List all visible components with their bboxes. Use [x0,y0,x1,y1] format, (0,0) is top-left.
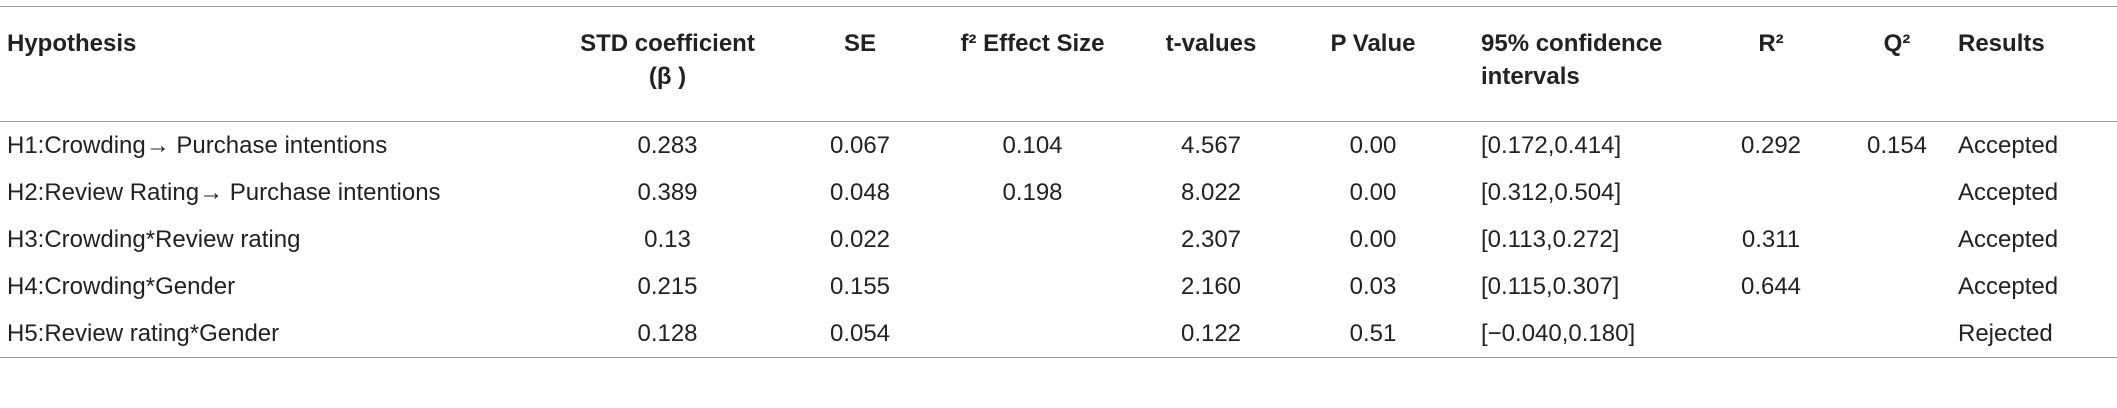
table-cell: Accepted [1958,225,2059,253]
table-cell: 0.644 [1740,272,1802,300]
table-cell: 0.389 [637,178,698,206]
table-row: H4:Crowding*Gender 0.215 0.155 2.160 0.03 [0.… [0,263,2117,310]
table-cell: 0.022 [829,225,891,253]
table-cell: 2.160 [1180,272,1242,300]
table-cell: 0.00 [1349,178,1397,206]
column-header: f² Effect Size [945,6,1120,122]
table-cell: [0.172,0.414] [1481,131,1622,159]
column-header: 95% confidence intervals [1444,6,1700,122]
column-header: STD coefficient (β ) [560,6,775,122]
table-cell: 0.155 [829,272,891,300]
column-header: P Value [1302,6,1444,122]
header-row: Hypothesis STD coefficient (β ) SE f² Effec… [0,6,2117,122]
table-cell: 0.51 [1302,310,1444,358]
table-cell: [0.113,0.272] [1481,225,1620,253]
table-cell: 0.198 [1002,178,1063,206]
table-cell: 0.048 [829,178,891,206]
table-cell: 0.292 [1740,131,1802,159]
table-row: H1:Crowding→ Purchase intentions 0.283 0.0… [0,122,2117,170]
table-row: H5:Review rating*Gender 0.128 0.054 0.122 0.… [0,310,2117,358]
table-cell: 0.311 [1741,225,1801,253]
table-cell: 0.067 [829,131,891,159]
table-cell: Accepted [1958,272,2059,300]
table-header: Hypothesis STD coefficient (β ) SE f² Effec… [0,6,2117,122]
table-cell: Accepted [1958,178,2059,206]
table-cell [1842,263,1952,310]
table-cell: H2:Review Rating→ Purchase intentions [7,178,441,206]
table-cell: 0.00 [1349,131,1397,159]
table-cell: 0.122 [1120,310,1302,358]
table-cell: Accepted [1958,131,2059,159]
table-cell [945,216,1120,263]
table-cell: [−0.040,0.180] [1444,310,1700,358]
column-header: Hypothesis [0,6,560,122]
table-cell: 0.03 [1349,272,1397,300]
column-header: SE [775,6,945,122]
results-table: Hypothesis STD coefficient (β ) SE f² Effec… [0,6,2117,358]
table-body: H1:Crowding→ Purchase intentions 0.283 0.0… [0,122,2117,358]
table-cell: 0.13 [644,225,691,253]
table-cell: 0.215 [637,272,698,300]
table-cell: H1:Crowding→ Purchase intentions [7,131,388,159]
table-row: H2:Review Rating→ Purchase intentions 0.3… [0,169,2117,216]
table-cell: 0.283 [637,131,698,159]
table-cell [1842,310,1952,358]
column-header: Q² [1842,6,1952,122]
column-header: Results [1952,6,2117,122]
table-cell: 0.00 [1349,225,1397,253]
table-cell: H3:Crowding*Review rating [7,225,301,253]
page: Hypothesis STD coefficient (β ) SE f² Effec… [0,6,2117,408]
table-cell [1700,169,1842,216]
table-cell [945,310,1120,358]
table-cell: [0.312,0.504] [1481,178,1622,206]
table-row: H3:Crowding*Review rating 0.13 0.022 2.307 0… [0,216,2117,263]
table-cell: 0.104 [1002,131,1063,159]
table-cell: [0.115,0.307] [1481,272,1620,300]
table-cell: 0.128 [560,310,775,358]
table-cell [1700,310,1842,358]
column-header: t-values [1120,6,1302,122]
table-cell [1842,169,1952,216]
table-cell [1842,216,1952,263]
table-cell: 0.054 [775,310,945,358]
table-cell: Rejected [1952,310,2117,358]
table-cell: 4.567 [1180,131,1242,159]
table-cell: H5:Review rating*Gender [0,310,560,358]
table-cell: 0.154 [1866,131,1928,159]
table-cell: H4:Crowding*Gender [7,272,236,300]
column-header: R² [1700,6,1842,122]
table-cell: 2.307 [1180,225,1242,253]
table-cell [945,263,1120,310]
table-cell: 8.022 [1180,178,1242,206]
